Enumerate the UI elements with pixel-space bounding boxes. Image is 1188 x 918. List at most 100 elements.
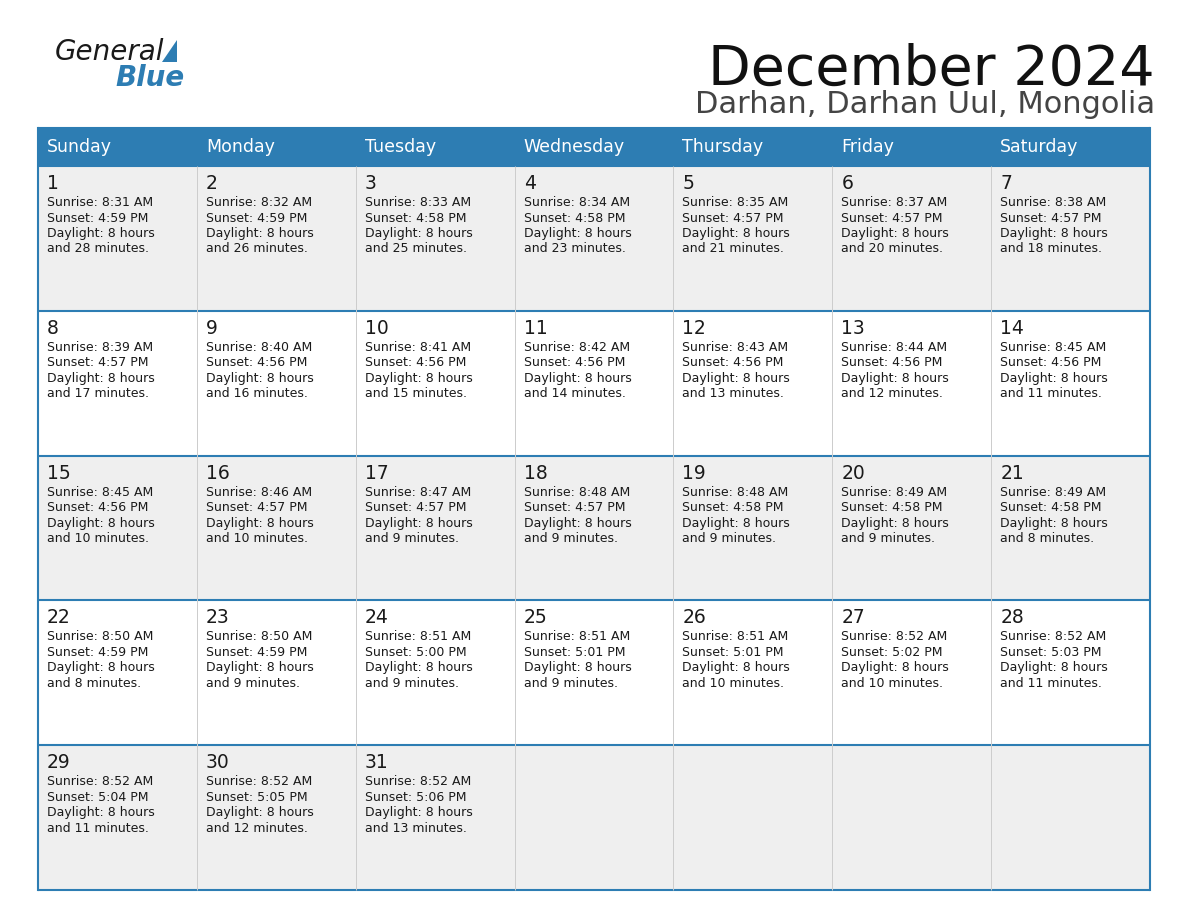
Text: Sunrise: 8:52 AM: Sunrise: 8:52 AM	[1000, 631, 1106, 644]
Text: Daylight: 8 hours: Daylight: 8 hours	[1000, 517, 1108, 530]
Text: 4: 4	[524, 174, 536, 193]
Text: Sunset: 5:02 PM: Sunset: 5:02 PM	[841, 646, 943, 659]
Text: Sunset: 4:58 PM: Sunset: 4:58 PM	[1000, 501, 1101, 514]
Text: 11: 11	[524, 319, 548, 338]
Text: Friday: Friday	[841, 138, 895, 156]
Polygon shape	[162, 40, 177, 62]
Text: 18: 18	[524, 464, 548, 483]
Text: and 9 minutes.: and 9 minutes.	[682, 532, 777, 545]
Bar	[991, 128, 1150, 166]
Text: 10: 10	[365, 319, 388, 338]
Text: Sunrise: 8:50 AM: Sunrise: 8:50 AM	[206, 631, 312, 644]
Text: and 9 minutes.: and 9 minutes.	[365, 532, 459, 545]
Text: and 10 minutes.: and 10 minutes.	[206, 532, 308, 545]
Text: Sunset: 4:59 PM: Sunset: 4:59 PM	[206, 646, 308, 659]
Text: and 9 minutes.: and 9 minutes.	[365, 677, 459, 690]
Text: Sunset: 4:59 PM: Sunset: 4:59 PM	[48, 646, 148, 659]
Text: Daylight: 8 hours: Daylight: 8 hours	[682, 372, 790, 385]
Text: Sunrise: 8:37 AM: Sunrise: 8:37 AM	[841, 196, 948, 209]
Text: and 12 minutes.: and 12 minutes.	[206, 822, 308, 834]
Text: and 16 minutes.: and 16 minutes.	[206, 387, 308, 400]
Text: 14: 14	[1000, 319, 1024, 338]
Text: and 10 minutes.: and 10 minutes.	[841, 677, 943, 690]
Text: 24: 24	[365, 609, 388, 627]
Bar	[38, 745, 1150, 890]
Text: and 11 minutes.: and 11 minutes.	[1000, 677, 1102, 690]
Text: Daylight: 8 hours: Daylight: 8 hours	[841, 227, 949, 240]
Text: Sunset: 5:06 PM: Sunset: 5:06 PM	[365, 790, 466, 803]
Text: and 10 minutes.: and 10 minutes.	[682, 677, 784, 690]
Text: 26: 26	[682, 609, 706, 627]
Text: 6: 6	[841, 174, 853, 193]
Text: and 21 minutes.: and 21 minutes.	[682, 242, 784, 255]
Text: Daylight: 8 hours: Daylight: 8 hours	[48, 806, 154, 819]
Bar	[38, 166, 1150, 311]
Text: 5: 5	[682, 174, 694, 193]
Text: Daylight: 8 hours: Daylight: 8 hours	[682, 517, 790, 530]
Text: 13: 13	[841, 319, 865, 338]
Text: Sunset: 4:57 PM: Sunset: 4:57 PM	[1000, 211, 1101, 225]
Text: Sunrise: 8:32 AM: Sunrise: 8:32 AM	[206, 196, 312, 209]
Text: Sunset: 4:56 PM: Sunset: 4:56 PM	[841, 356, 942, 369]
Bar	[38, 128, 197, 166]
Text: General: General	[55, 38, 164, 66]
Text: Daylight: 8 hours: Daylight: 8 hours	[48, 661, 154, 675]
Text: Sunset: 5:05 PM: Sunset: 5:05 PM	[206, 790, 308, 803]
Text: Sunrise: 8:41 AM: Sunrise: 8:41 AM	[365, 341, 470, 353]
Text: Sunrise: 8:45 AM: Sunrise: 8:45 AM	[48, 486, 153, 498]
Text: Daylight: 8 hours: Daylight: 8 hours	[365, 806, 473, 819]
Text: Sunrise: 8:40 AM: Sunrise: 8:40 AM	[206, 341, 312, 353]
Text: and 18 minutes.: and 18 minutes.	[1000, 242, 1102, 255]
Text: and 11 minutes.: and 11 minutes.	[1000, 387, 1102, 400]
Text: 19: 19	[682, 464, 706, 483]
Text: Sunset: 4:56 PM: Sunset: 4:56 PM	[1000, 356, 1101, 369]
Bar	[38, 455, 1150, 600]
Text: Daylight: 8 hours: Daylight: 8 hours	[841, 661, 949, 675]
Text: Sunrise: 8:42 AM: Sunrise: 8:42 AM	[524, 341, 630, 353]
Text: and 14 minutes.: and 14 minutes.	[524, 387, 625, 400]
Text: Sunset: 4:57 PM: Sunset: 4:57 PM	[206, 501, 308, 514]
Text: Sunrise: 8:43 AM: Sunrise: 8:43 AM	[682, 341, 789, 353]
Text: Saturday: Saturday	[1000, 138, 1079, 156]
Text: Sunset: 4:57 PM: Sunset: 4:57 PM	[48, 356, 148, 369]
Text: and 23 minutes.: and 23 minutes.	[524, 242, 625, 255]
Text: Sunrise: 8:31 AM: Sunrise: 8:31 AM	[48, 196, 153, 209]
Text: Sunrise: 8:48 AM: Sunrise: 8:48 AM	[682, 486, 789, 498]
Text: and 12 minutes.: and 12 minutes.	[841, 387, 943, 400]
Bar	[38, 311, 1150, 455]
Text: and 28 minutes.: and 28 minutes.	[48, 242, 148, 255]
Text: Blue: Blue	[115, 64, 184, 92]
Text: Daylight: 8 hours: Daylight: 8 hours	[48, 227, 154, 240]
Text: Daylight: 8 hours: Daylight: 8 hours	[206, 227, 314, 240]
Text: 8: 8	[48, 319, 59, 338]
Text: and 13 minutes.: and 13 minutes.	[682, 387, 784, 400]
Text: Daylight: 8 hours: Daylight: 8 hours	[682, 227, 790, 240]
Text: Daylight: 8 hours: Daylight: 8 hours	[841, 517, 949, 530]
Text: 2: 2	[206, 174, 217, 193]
Text: Daylight: 8 hours: Daylight: 8 hours	[524, 227, 631, 240]
Text: Daylight: 8 hours: Daylight: 8 hours	[365, 661, 473, 675]
Text: Sunrise: 8:51 AM: Sunrise: 8:51 AM	[524, 631, 630, 644]
Text: Wednesday: Wednesday	[524, 138, 625, 156]
Text: and 20 minutes.: and 20 minutes.	[841, 242, 943, 255]
Text: and 8 minutes.: and 8 minutes.	[1000, 532, 1094, 545]
Text: Sunrise: 8:47 AM: Sunrise: 8:47 AM	[365, 486, 470, 498]
Text: Sunrise: 8:52 AM: Sunrise: 8:52 AM	[365, 775, 470, 789]
Text: 9: 9	[206, 319, 217, 338]
Text: Sunrise: 8:46 AM: Sunrise: 8:46 AM	[206, 486, 312, 498]
Text: 21: 21	[1000, 464, 1024, 483]
Text: 29: 29	[48, 753, 71, 772]
Text: Sunrise: 8:35 AM: Sunrise: 8:35 AM	[682, 196, 789, 209]
Text: and 13 minutes.: and 13 minutes.	[365, 822, 467, 834]
Text: Daylight: 8 hours: Daylight: 8 hours	[524, 661, 631, 675]
Text: Daylight: 8 hours: Daylight: 8 hours	[524, 372, 631, 385]
Text: and 25 minutes.: and 25 minutes.	[365, 242, 467, 255]
Text: 20: 20	[841, 464, 865, 483]
Text: Sunrise: 8:45 AM: Sunrise: 8:45 AM	[1000, 341, 1106, 353]
Text: Daylight: 8 hours: Daylight: 8 hours	[365, 227, 473, 240]
Text: Sunset: 4:57 PM: Sunset: 4:57 PM	[841, 211, 943, 225]
Text: Sunrise: 8:34 AM: Sunrise: 8:34 AM	[524, 196, 630, 209]
Text: Sunrise: 8:49 AM: Sunrise: 8:49 AM	[1000, 486, 1106, 498]
Text: Sunset: 4:56 PM: Sunset: 4:56 PM	[524, 356, 625, 369]
Text: and 9 minutes.: and 9 minutes.	[841, 532, 935, 545]
